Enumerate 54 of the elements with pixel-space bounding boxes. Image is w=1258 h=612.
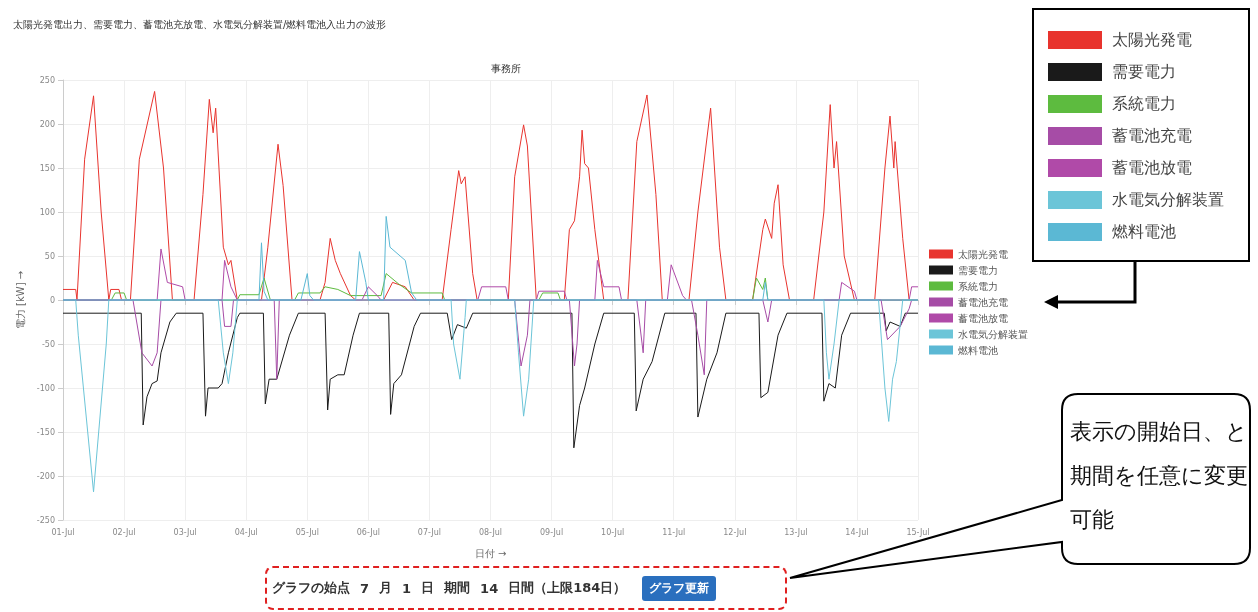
text: 月 xyxy=(379,579,393,597)
text: 7 xyxy=(360,580,370,596)
y-tick-label: 0 xyxy=(49,295,55,305)
text: 日 xyxy=(421,579,435,597)
legend-label: 蓄電池充電 xyxy=(958,296,1008,308)
legend-label: 蓄電池放電 xyxy=(958,312,1008,324)
x-tick-label: 08-Jul xyxy=(478,527,503,537)
legend-label: 燃料電池 xyxy=(958,344,998,356)
text: グラフの始点 xyxy=(272,579,350,597)
y-tick-label: -250 xyxy=(36,515,55,525)
text: 燃料電池 xyxy=(1112,221,1176,241)
y-tick-label: -200 xyxy=(36,471,55,481)
chart-title: 太陽光発電出力、需要電力、蓄電池充放電、水電気分解装置/燃料電池入出力の波形 xyxy=(13,18,387,30)
text: 日間（上限184日） xyxy=(508,579,627,597)
text: 水電気分解装置 xyxy=(1112,189,1224,209)
y-tick-label: 250 xyxy=(39,75,55,85)
legend-label: 需要電力 xyxy=(958,264,998,276)
x-tick-label: 04-Jul xyxy=(234,527,258,537)
text: 1 xyxy=(402,580,412,596)
text: 蓄電池放電 xyxy=(1112,157,1192,177)
legend-label: 水電気分解装置 xyxy=(958,328,1028,340)
x-tick-label: 02-Jul xyxy=(112,527,136,537)
y-tick-label: 100 xyxy=(39,207,55,217)
y-tick-label: 50 xyxy=(44,251,55,261)
y-tick-label: 150 xyxy=(39,163,55,173)
y-axis-title: 電力 [kW] → xyxy=(14,270,26,330)
x-tick-label: 07-Jul xyxy=(417,527,442,537)
x-tick-label: 11-Jul xyxy=(662,527,686,537)
x-tick-label: 14-Jul xyxy=(845,527,869,537)
y-tick-label: -150 xyxy=(36,427,55,437)
legend-label: 系統電力 xyxy=(958,280,998,292)
text: 蓄電池充電 xyxy=(1112,125,1192,145)
y-tick-label: -100 xyxy=(36,383,55,393)
chart-subtitle: 事務所 xyxy=(491,62,521,74)
text: グラフ更新 xyxy=(642,575,717,601)
legend-label: 太陽光発電 xyxy=(958,248,1008,260)
text: 表示の開始日、と期間を任意に変更可能 xyxy=(1070,418,1249,534)
text: 期間 xyxy=(444,579,471,597)
x-tick-label: 12-Jul xyxy=(723,527,747,537)
x-tick-label: 13-Jul xyxy=(784,527,808,537)
x-tick-label: 03-Jul xyxy=(173,527,197,537)
text: 系統電力 xyxy=(1112,93,1176,113)
x-tick-label: 09-Jul xyxy=(539,527,564,537)
x-axis-title: 日付 → xyxy=(474,547,507,559)
text: 太陽光発電 xyxy=(1112,29,1192,49)
y-tick-label: 200 xyxy=(39,119,55,129)
text: 14 xyxy=(480,580,499,596)
x-tick-label: 10-Jul xyxy=(601,527,625,537)
x-tick-label: 05-Jul xyxy=(295,527,319,537)
x-tick-label: 06-Jul xyxy=(356,527,380,537)
text: 需要電力 xyxy=(1112,61,1176,81)
x-tick-label: 15-Jul xyxy=(906,527,930,537)
y-tick-label: -50 xyxy=(41,339,55,349)
x-tick-label: 01-Jul xyxy=(51,527,75,537)
